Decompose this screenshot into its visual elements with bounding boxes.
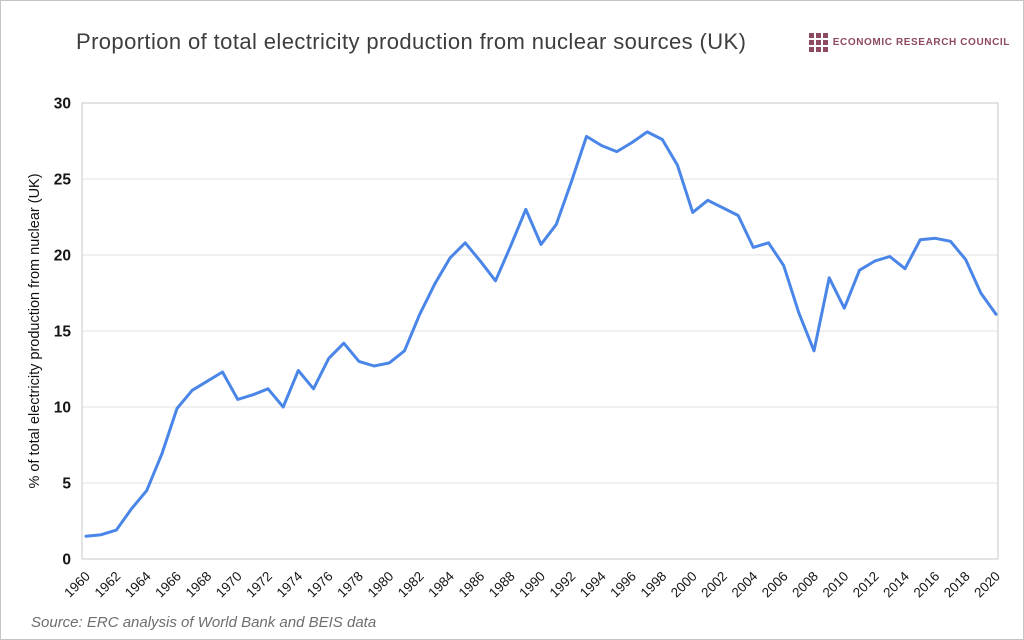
svg-text:2018: 2018	[941, 569, 973, 601]
svg-text:1984: 1984	[425, 568, 457, 600]
svg-text:1974: 1974	[274, 568, 306, 600]
svg-text:2010: 2010	[820, 569, 852, 601]
svg-text:20: 20	[54, 248, 71, 265]
svg-text:1970: 1970	[213, 569, 245, 601]
source-note: Source: ERC analysis of World Bank and B…	[31, 614, 377, 631]
plot-border	[81, 102, 999, 560]
y-gridlines	[82, 102, 998, 484]
svg-text:2002: 2002	[698, 569, 730, 601]
svg-text:1994: 1994	[577, 568, 609, 600]
y-tick-labels: 0 5 10 15 20 25 30	[54, 96, 72, 569]
svg-text:1982: 1982	[395, 569, 427, 601]
svg-text:1988: 1988	[486, 569, 518, 601]
svg-text:1960: 1960	[61, 569, 93, 601]
svg-text:1990: 1990	[516, 569, 548, 601]
svg-text:1962: 1962	[92, 569, 124, 601]
chart-title: Proportion of total electricity producti…	[76, 29, 747, 54]
svg-text:0: 0	[62, 552, 71, 569]
svg-text:1980: 1980	[365, 569, 397, 601]
svg-text:1992: 1992	[547, 569, 579, 601]
svg-text:2016: 2016	[911, 569, 943, 601]
svg-text:25: 25	[54, 172, 72, 189]
svg-text:1976: 1976	[304, 569, 336, 601]
svg-text:10: 10	[54, 400, 71, 417]
svg-text:2014: 2014	[880, 568, 912, 600]
svg-text:1978: 1978	[334, 569, 366, 601]
svg-text:2006: 2006	[759, 569, 791, 601]
svg-text:5: 5	[62, 476, 71, 493]
svg-text:1964: 1964	[122, 568, 154, 600]
svg-text:1996: 1996	[607, 569, 639, 601]
svg-text:1968: 1968	[183, 569, 215, 601]
svg-text:2012: 2012	[850, 569, 882, 601]
svg-text:1986: 1986	[456, 569, 488, 601]
svg-text:15: 15	[54, 324, 72, 341]
svg-text:1966: 1966	[152, 569, 184, 601]
svg-text:2020: 2020	[971, 569, 1003, 601]
x-tick-labels: 1960196219641966196819701972197419761978…	[61, 568, 1003, 600]
svg-text:2008: 2008	[789, 569, 821, 601]
svg-text:1972: 1972	[243, 569, 275, 601]
erc-logo: ECONOMIC RESEARCH COUNCIL	[808, 33, 1010, 52]
erc-logo-text: ECONOMIC RESEARCH COUNCIL	[832, 37, 1010, 48]
series-line-nuclear-share	[84, 130, 998, 538]
svg-text:1998: 1998	[638, 569, 670, 601]
svg-text:30: 30	[54, 96, 71, 113]
svg-text:2000: 2000	[668, 569, 700, 601]
erc-logo-squares-icon	[808, 33, 828, 52]
svg-text:2004: 2004	[729, 568, 761, 600]
y-axis-title: % of total electricity production from n…	[27, 173, 43, 488]
